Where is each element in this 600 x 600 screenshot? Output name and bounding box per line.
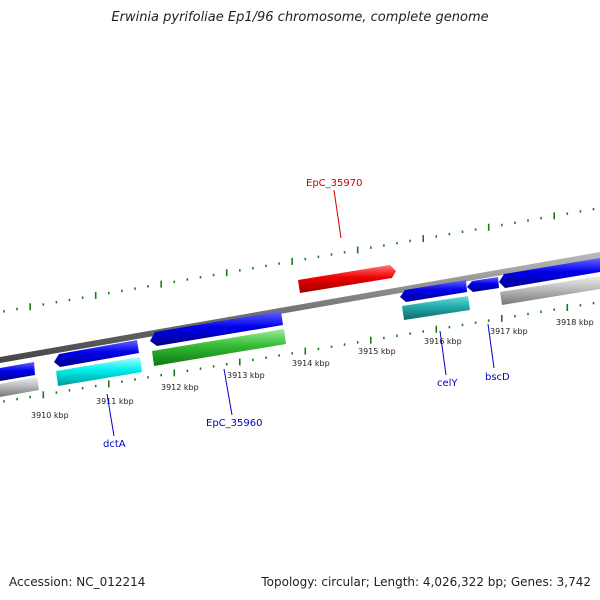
cds-bscd-blue[interactable] [467, 277, 499, 292]
leader-line-epc35960 [223, 368, 233, 416]
scale-label: 3914 kbp [292, 359, 330, 368]
accession-text: Accession: NC_012214 [9, 575, 146, 589]
gene-label-epc35970[interactable]: EpC_35970 [306, 178, 362, 189]
cds-left-edge-gray[interactable] [0, 377, 39, 397]
cds-cely-blue[interactable] [400, 280, 467, 302]
gene-label-epc35960[interactable]: EpC_35960 [206, 418, 262, 429]
map-title: Erwinia pyrifoliae Ep1/96 chromosome, co… [111, 10, 489, 25]
gene-label-cely[interactable]: celY [437, 378, 458, 389]
leader-line-bscd [487, 323, 495, 369]
cds-cely-teal[interactable] [402, 296, 470, 320]
cds-epc35970-red[interactable] [298, 265, 396, 293]
cds-epc35960-blue[interactable] [150, 311, 283, 346]
scale-label: 3911 kbp [96, 397, 134, 406]
cds-dcta-blue[interactable] [54, 340, 139, 367]
scale-label: 3918 kbp [556, 318, 594, 327]
leader-line-dcta [106, 393, 115, 437]
genome-backbone [0, 252, 600, 363]
leader-line-epc35970 [333, 189, 342, 239]
scale-label: 3917 kbp [490, 327, 528, 336]
cds-epc35960-green[interactable] [152, 329, 286, 366]
genome-summary-text: Topology: circular; Length: 4,026,322 bp… [261, 575, 591, 589]
scale-label: 3910 kbp [31, 411, 69, 420]
cds-right-edge-blue[interactable] [499, 258, 600, 288]
scale-label: 3912 kbp [161, 383, 199, 392]
scale-label: 3915 kbp [358, 347, 396, 356]
gene-label-bscd[interactable]: bscD [485, 372, 510, 383]
tick-track-upper [3, 207, 595, 313]
scale-label: 3913 kbp [227, 371, 265, 380]
leader-line-cely [439, 330, 447, 376]
gene-label-dcta[interactable]: dctA [103, 439, 126, 450]
tick-track-lower [3, 301, 595, 403]
cds-left-edge-blue[interactable] [0, 362, 35, 381]
cds-dcta-cyan[interactable] [56, 357, 142, 386]
scale-label: 3916 kbp [424, 337, 462, 346]
cds-right-edge-gray[interactable] [500, 276, 600, 305]
